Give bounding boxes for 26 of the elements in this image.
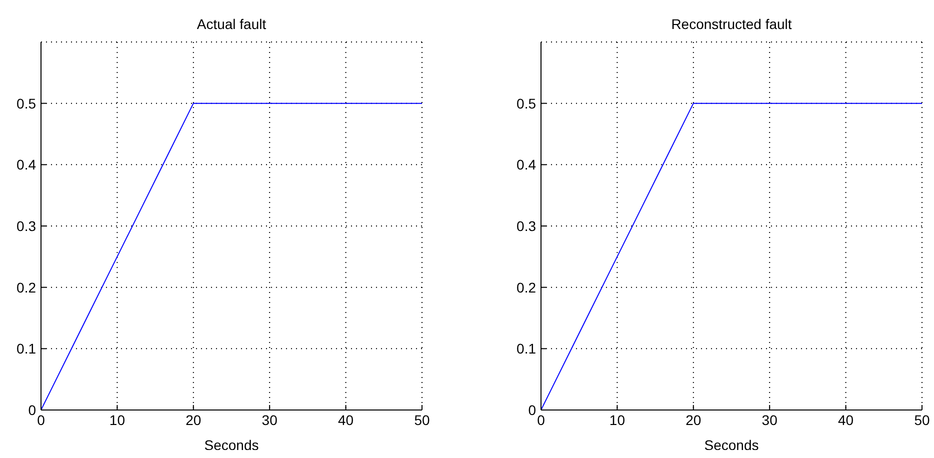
y-tick-label: 0.4 — [516, 156, 536, 173]
x-axis-title: Seconds — [704, 437, 759, 453]
x-tick-label: 10 — [609, 412, 626, 428]
x-tick-label: 30 — [262, 412, 278, 428]
x-axis-title: Seconds — [204, 437, 259, 453]
chart-title: Reconstructed fault — [670, 16, 793, 32]
y-tick-label: 0 — [28, 402, 36, 418]
y-tick-label: 0.5 — [516, 95, 536, 112]
x-tick-label: 40 — [838, 412, 854, 428]
x-tick-label: 50 — [914, 412, 930, 428]
x-tick-label: 20 — [686, 412, 702, 428]
y-tick-label: 0.5 — [16, 95, 36, 112]
x-tick-label: 30 — [762, 412, 778, 428]
y-tick-label: 0.3 — [516, 218, 536, 234]
y-tick-label: 0.4 — [16, 156, 36, 173]
y-tick-label: 0.3 — [16, 218, 36, 234]
y-tick-label: 0.2 — [16, 279, 36, 296]
y-tick-label: 0.1 — [16, 340, 36, 357]
y-tick-label: 0.1 — [516, 340, 536, 357]
y-tick-label: 0 — [528, 402, 536, 418]
y-tick-label: 0.2 — [516, 279, 536, 296]
x-tick-label: 10 — [109, 412, 126, 428]
chart-title: Actual fault — [196, 16, 268, 32]
x-tick-label: 20 — [186, 412, 202, 428]
x-tick-label: 50 — [414, 412, 430, 428]
x-tick-label: 40 — [338, 412, 354, 428]
